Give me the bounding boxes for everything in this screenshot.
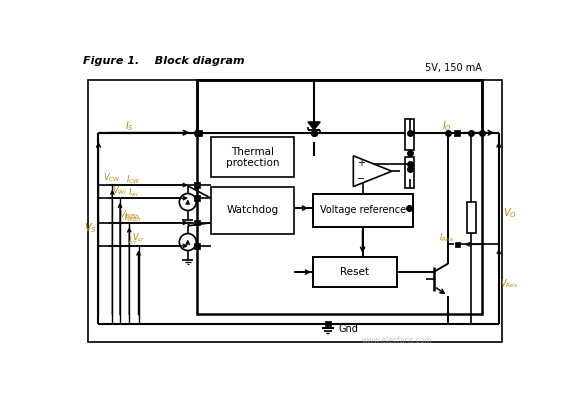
Bar — [313, 258, 397, 287]
Bar — [455, 242, 460, 247]
Bar — [211, 137, 294, 177]
Bar — [195, 196, 200, 201]
Text: $I_O$: $I_O$ — [442, 120, 452, 134]
Bar — [405, 157, 414, 188]
Polygon shape — [353, 156, 392, 186]
Text: −: − — [357, 174, 365, 184]
Bar — [211, 186, 294, 234]
Text: Thermal: Thermal — [231, 147, 274, 157]
Bar — [467, 202, 476, 233]
Circle shape — [179, 234, 196, 250]
Bar — [195, 220, 200, 226]
Bar — [196, 130, 201, 136]
Text: 5V, 150 mA: 5V, 150 mA — [425, 63, 482, 73]
Text: +: + — [357, 158, 365, 168]
Polygon shape — [308, 122, 320, 130]
Bar — [195, 243, 200, 248]
Text: protection: protection — [226, 158, 279, 168]
Text: $V_O$: $V_O$ — [503, 206, 516, 220]
Text: $I_{CW}$: $I_{CW}$ — [126, 174, 140, 186]
Text: $V_{cr}$: $V_{cr}$ — [131, 232, 145, 244]
Bar — [405, 119, 414, 150]
Bar — [197, 80, 482, 314]
Bar — [313, 194, 413, 227]
Bar — [195, 182, 200, 188]
Text: www.elecfans.com: www.elecfans.com — [362, 336, 433, 345]
Text: $V_{Wi}$: $V_{Wi}$ — [112, 184, 127, 197]
Text: $I_{wi}$: $I_{wi}$ — [128, 186, 138, 199]
Circle shape — [179, 194, 196, 210]
Text: $I_S$: $I_S$ — [125, 120, 134, 134]
Bar — [325, 321, 331, 326]
Text: Watchdog: Watchdog — [226, 206, 278, 216]
Text: Voltage reference: Voltage reference — [320, 206, 406, 216]
Bar — [87, 80, 502, 342]
Text: Gnd: Gnd — [339, 324, 358, 334]
Text: Reset: Reset — [340, 267, 369, 277]
Text: $I_{cr}$: $I_{cr}$ — [128, 234, 138, 247]
Text: Figure 1.    Block diagram: Figure 1. Block diagram — [83, 56, 245, 66]
Bar — [454, 130, 460, 136]
Text: $V_{WBh}$: $V_{WBh}$ — [119, 209, 140, 221]
Text: $V_{Res}$: $V_{Res}$ — [500, 278, 519, 290]
Text: $I_{WBh}$: $I_{WBh}$ — [124, 211, 142, 224]
Text: $V_S$: $V_S$ — [85, 221, 97, 235]
Text: $I_{Res}$: $I_{Res}$ — [439, 232, 454, 244]
Text: $V_{CW}$: $V_{CW}$ — [104, 171, 121, 184]
